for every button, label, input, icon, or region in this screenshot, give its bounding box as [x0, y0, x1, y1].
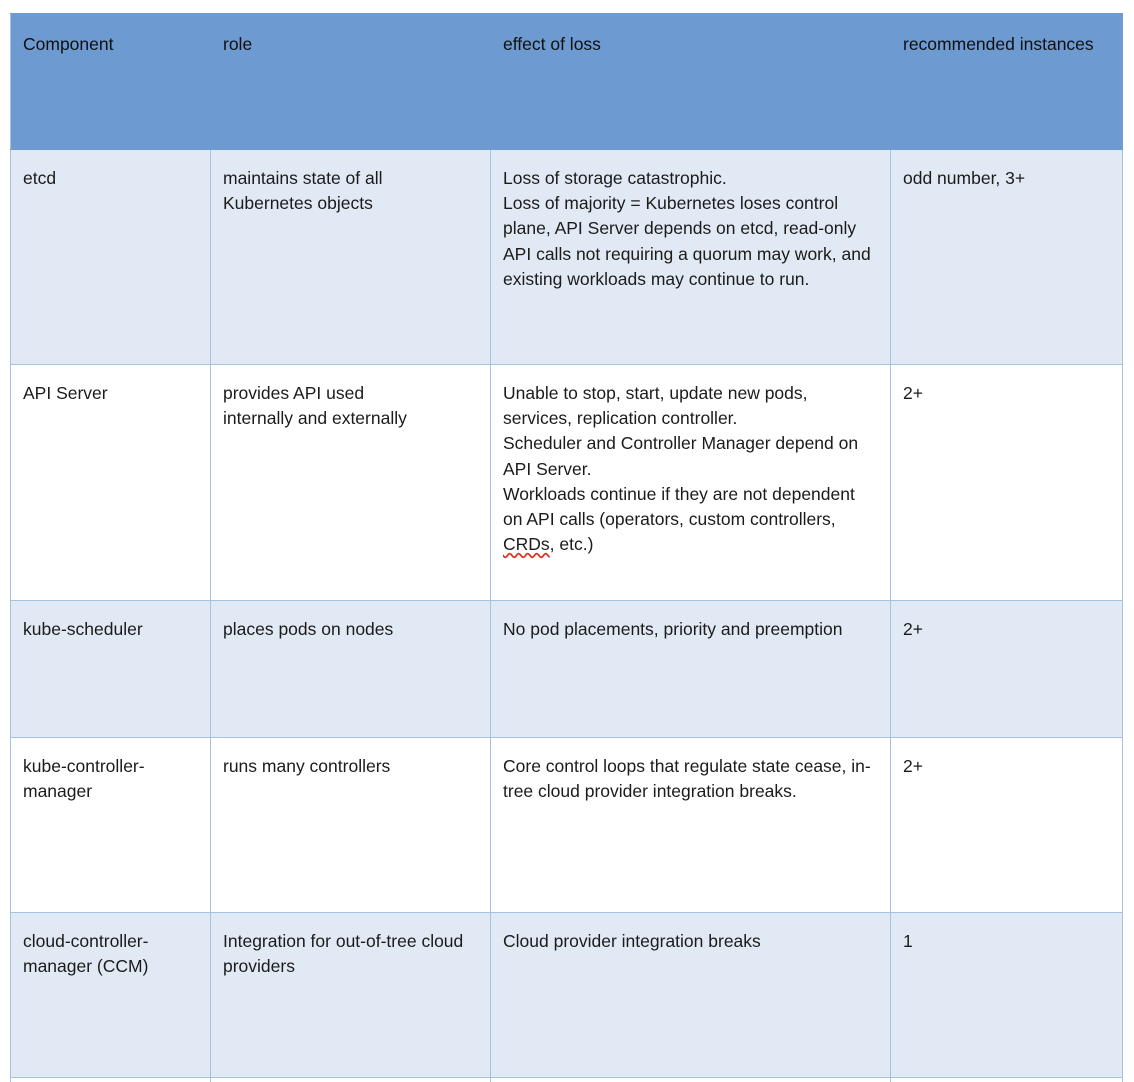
role-line: Kubernetes objects: [223, 193, 373, 214]
cell-effect: varies: [490, 1077, 891, 1082]
role-line: internally and externally: [223, 408, 407, 429]
cell-effect: Cloud provider integration breaks: [490, 912, 891, 1078]
cell-instances: 2+: [890, 600, 1123, 738]
cell-instances: Depends on add-on, e.g. 2+ for DNS: [890, 1077, 1123, 1082]
table-row: cloud-controller-manager (CCM) Integrati…: [10, 912, 1123, 1078]
table-row: Add-ons (e.g., DNS) varies varies Depend…: [10, 1077, 1123, 1082]
cell-effect: No pod placements, priority and preempti…: [490, 600, 891, 738]
cell-instances: odd number, 3+: [890, 149, 1123, 365]
column-header-component: Component: [10, 13, 211, 150]
cell-effect: Unable to stop, start, update new pods, …: [490, 364, 891, 601]
cell-effect: Loss of storage catastrophic. Loss of ma…: [490, 149, 891, 365]
column-header-instances: recommended instances: [890, 13, 1123, 150]
table-row: kube-scheduler places pods on nodes No p…: [10, 600, 1123, 738]
table-row: etcd maintains state of all Kubernetes o…: [10, 149, 1123, 365]
effect-line: Scheduler and Controller Manager depend …: [503, 433, 859, 479]
cell-component: kube-scheduler: [10, 600, 211, 738]
cell-component: API Server: [10, 364, 211, 601]
cell-component: kube-controller-manager: [10, 737, 211, 913]
table-header: Component role effect of loss recommende…: [10, 13, 1123, 150]
cell-effect: Core control loops that regulate state c…: [490, 737, 891, 913]
cell-component: Add-ons (e.g., DNS): [10, 1077, 211, 1082]
table-body: etcd maintains state of all Kubernetes o…: [10, 149, 1123, 1082]
table-row: kube-controller-manager runs many contro…: [10, 737, 1123, 913]
cell-role: provides API used internally and externa…: [210, 364, 491, 601]
cell-role: maintains state of all Kubernetes object…: [210, 149, 491, 365]
effect-line-with-spellcheck: Workloads continue if they are not depen…: [503, 483, 855, 555]
spellcheck-underlined-word: CRDs: [503, 534, 550, 555]
effect-line: Loss of storage catastrophic.: [503, 168, 727, 188]
cell-role: Integration for out-of-tree cloud provid…: [210, 912, 491, 1078]
header-row: Component role effect of loss recommende…: [10, 13, 1123, 150]
cell-instances: 2+: [890, 737, 1123, 913]
cell-role: runs many controllers: [210, 737, 491, 913]
cell-role: places pods on nodes: [210, 600, 491, 738]
column-header-effect: effect of loss: [490, 13, 891, 150]
table-row: API Server provides API used internally …: [10, 364, 1123, 601]
cell-instances: 2+: [890, 364, 1123, 601]
column-header-role: role: [210, 13, 491, 150]
cell-role: varies: [210, 1077, 491, 1082]
role-line: maintains state of all: [223, 168, 383, 188]
effect-line: Loss of majority = Kubernetes loses cont…: [503, 193, 871, 289]
cell-component: cloud-controller-manager (CCM): [10, 912, 211, 1078]
cell-instances: 1: [890, 912, 1123, 1078]
effect-line: Unable to stop, start, update new pods, …: [503, 383, 808, 429]
kubernetes-control-plane-table: Component role effect of loss recommende…: [10, 13, 1123, 1082]
cell-component: etcd: [10, 149, 211, 365]
role-line: provides API used: [223, 383, 365, 403]
